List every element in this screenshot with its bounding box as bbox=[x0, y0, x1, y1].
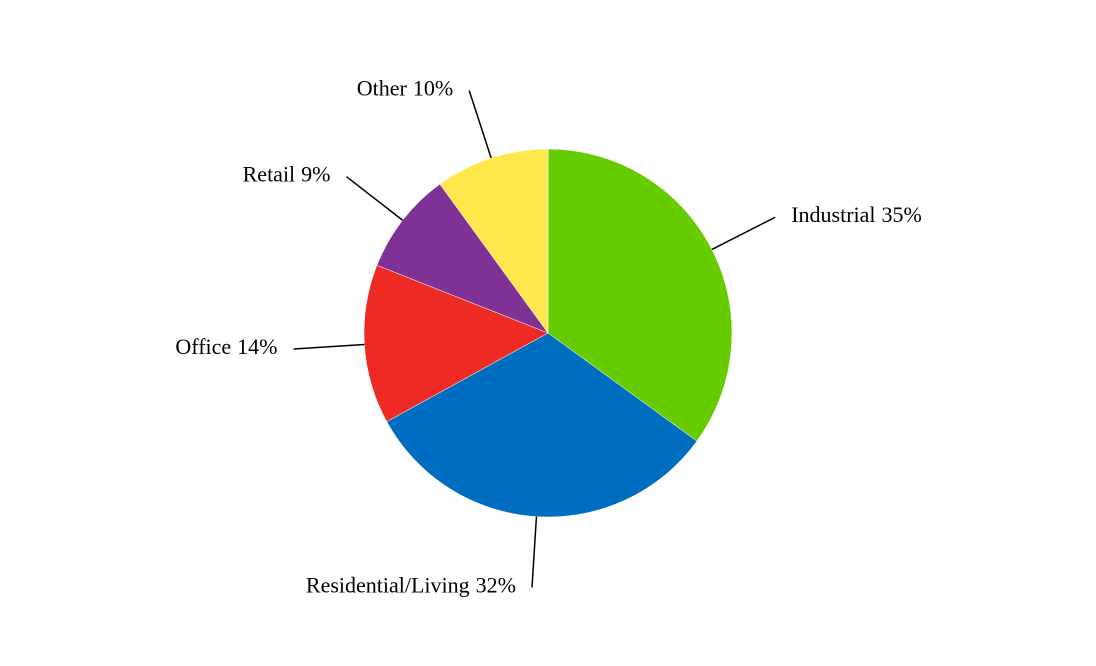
label-value: 10% bbox=[413, 76, 453, 101]
leader-line bbox=[711, 216, 776, 251]
pie-slice bbox=[547, 148, 733, 442]
leader-line bbox=[531, 516, 538, 588]
pie-slice bbox=[386, 332, 698, 518]
label-value: 14% bbox=[237, 334, 277, 359]
pie-label: Industrial 35% bbox=[791, 202, 922, 227]
pie-slice bbox=[363, 264, 549, 422]
label-value: 32% bbox=[476, 573, 516, 598]
pie-slice bbox=[376, 183, 549, 334]
label-value: 9% bbox=[301, 162, 330, 187]
label-category: Office bbox=[175, 334, 231, 359]
label-category: Industrial bbox=[791, 202, 875, 227]
label-value: 35% bbox=[882, 202, 922, 227]
pie-label: Retail 9% bbox=[243, 162, 331, 187]
label-category: Retail bbox=[243, 162, 296, 187]
label-category: Residential/Living bbox=[306, 573, 470, 598]
leader-line bbox=[468, 90, 492, 159]
pie-label: Residential/Living 32% bbox=[306, 573, 516, 598]
label-category: Other bbox=[357, 76, 408, 101]
pie-label: Other 10% bbox=[357, 76, 453, 101]
leader-line bbox=[293, 343, 365, 350]
pie-slice bbox=[439, 148, 549, 334]
leader-line bbox=[346, 176, 404, 221]
pie-label: Office 14% bbox=[175, 334, 277, 359]
